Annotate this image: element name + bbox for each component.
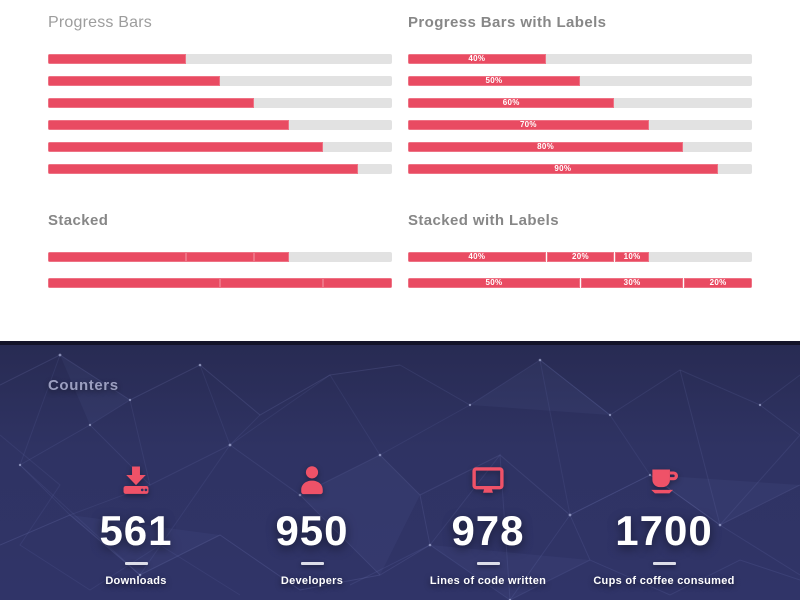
section-title-stacked: Stacked (48, 212, 109, 229)
stacked-segment: 50% (408, 278, 580, 288)
stacked-segment (220, 278, 324, 288)
counter-value: 950 (275, 507, 349, 554)
progress-fill: 50% (408, 76, 580, 86)
progress-label: 50% (485, 76, 503, 85)
stacked-segment: 20% (683, 278, 752, 288)
progress-fill (48, 164, 358, 174)
stacked-segment: 10% (614, 252, 649, 262)
stacked-segment (254, 252, 289, 262)
progress-bar (48, 54, 392, 64)
counters-section: Counters 561 Downloads (0, 341, 800, 600)
progress-bar (48, 98, 392, 108)
segment-label: 20% (572, 252, 589, 261)
progress-bar (48, 142, 392, 152)
progress-bar (48, 76, 392, 86)
section-title-stacked-labels: Stacked with Labels (408, 212, 559, 229)
progress-bar-labeled: 40% (408, 54, 752, 64)
counter-divider (124, 562, 148, 565)
progress-fill (48, 76, 220, 86)
counters-row: 561 Downloads 950 Developers (48, 461, 752, 588)
download-icon (48, 461, 224, 497)
progress-bar-labeled: 80% (408, 142, 752, 152)
counter-label: Developers (280, 575, 344, 587)
counter-divider (652, 562, 676, 565)
progress-bar (48, 120, 392, 130)
progress-bars-section: Progress Bars (48, 14, 392, 174)
progress-label: 60% (502, 98, 520, 107)
stacked-segment: 40% (408, 252, 546, 262)
counter-cups-of-coffee: 1700 Cups of coffee consumed (576, 461, 752, 588)
counter-label: Lines of code written (429, 575, 547, 587)
progress-bar-labeled: 60% (408, 98, 752, 108)
progress-fill (48, 142, 324, 152)
counter-developers: 950 Developers (224, 461, 400, 588)
coffee-icon (576, 461, 752, 497)
stacked-progress-bar (48, 252, 392, 262)
stacked-segment: 30% (580, 278, 684, 288)
progress-label: 40% (468, 54, 486, 63)
stacked-segment (323, 278, 392, 288)
section-title-progress-bars-labels: Progress Bars with Labels (408, 14, 607, 31)
progress-bar-labeled: 70% (408, 120, 752, 130)
progress-fill: 90% (408, 164, 718, 174)
segment-label: 20% (709, 278, 727, 287)
user-icon (224, 461, 400, 497)
counter-label: Cups of coffee consumed (593, 575, 735, 587)
monitor-icon (400, 461, 576, 497)
segment-label: 40% (468, 252, 486, 261)
counter-divider (300, 562, 324, 565)
counter-label: Downloads (105, 575, 167, 587)
counter-value: 1700 (615, 507, 713, 554)
counter-lines-of-code: 978 Lines of code written (400, 461, 576, 588)
segment-label: 30% (623, 278, 641, 287)
progress-bar-labeled: 90% (408, 164, 752, 174)
progress-fill (48, 98, 255, 108)
progress-fill: 80% (408, 142, 684, 152)
progress-fill: 40% (408, 54, 546, 64)
progress-fill: 70% (408, 120, 649, 130)
stacked-progress-bar-labeled: 50% 30% 20% (408, 278, 752, 288)
progress-showcase-area: Progress Bars Progress Bars with Labels (48, 14, 752, 304)
progress-bar (48, 164, 392, 174)
progress-label: 90% (554, 164, 572, 173)
stacked-progress-bar-labeled: 40% 20% 10% (408, 252, 752, 262)
segment-label: 10% (623, 252, 641, 261)
progress-bar-labeled: 50% (408, 76, 752, 86)
section-title-progress-bars: Progress Bars (48, 14, 152, 31)
stacked-section: Stacked (48, 212, 392, 304)
stacked-segment: 20% (545, 252, 615, 262)
progress-fill: 60% (408, 98, 615, 108)
progress-fill (48, 54, 186, 64)
counter-value: 561 (99, 507, 173, 554)
progress-label: 80% (537, 142, 555, 151)
progress-bars-labels-section: Progress Bars with Labels 40% 50% 60% 70… (408, 14, 752, 174)
stacked-labels-section: Stacked with Labels 40% 20% 10% 50% 30% (408, 212, 752, 304)
stacked-segment (48, 252, 186, 262)
counter-downloads: 561 Downloads (48, 461, 224, 588)
counter-divider (476, 562, 500, 565)
stacked-segment (185, 252, 255, 262)
section-title-counters: Counters (48, 377, 119, 394)
plexus-network-background (0, 353, 800, 600)
stacked-progress-bar (48, 278, 392, 288)
progress-label: 70% (519, 120, 537, 129)
counter-value: 978 (451, 507, 525, 554)
segment-label: 50% (485, 278, 503, 287)
stacked-segment (48, 278, 220, 288)
progress-fill (48, 120, 289, 130)
